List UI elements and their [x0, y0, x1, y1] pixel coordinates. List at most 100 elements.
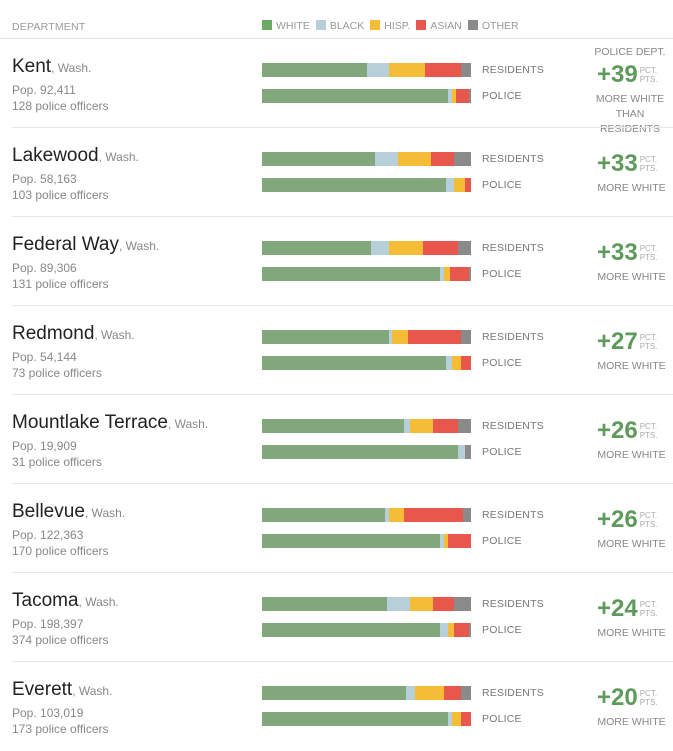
residents-bar: [262, 330, 471, 344]
residents-segment-other: [462, 508, 471, 522]
population: Pop. 19,909: [12, 439, 77, 453]
white-gap-value: +33: [597, 239, 638, 266]
city-line: Bellevue, Wash.: [12, 501, 125, 523]
white-gap-unit: PCT. PTS.: [640, 511, 658, 529]
police-segment-asian: [460, 356, 471, 370]
police-segment-black: [439, 267, 444, 281]
residents-label: RESIDENTS: [482, 509, 544, 521]
department-row: Kent, Wash. Pop. 92,411 128 police officer…: [0, 39, 673, 135]
white-gap-value: +20: [597, 684, 638, 711]
white-gap: +20 PCT. PTS.: [597, 684, 658, 712]
white-gap-caption: MORE WHITE: [597, 449, 666, 461]
police-segment-white: [262, 623, 440, 637]
department-row: Mountlake Terrace, Wash. Pop. 19,909 31 po…: [0, 395, 673, 484]
legend-swatch-other: [467, 20, 478, 30]
police-segment-hisp: [454, 178, 465, 192]
residents-bar: [262, 63, 471, 77]
residents-bar: [262, 241, 471, 255]
legend-label-asian: ASIAN: [430, 20, 462, 32]
unit-line-2: PTS.: [639, 609, 658, 618]
police-bar: [262, 89, 471, 103]
police-segment-white: [262, 712, 448, 726]
residents-label: RESIDENTS: [482, 420, 544, 432]
unit-line-1: PCT.: [639, 600, 658, 609]
row-divider: [12, 216, 673, 217]
population: Pop. 89,306: [12, 261, 77, 275]
white-gap-caption: MORE WHITE: [597, 538, 666, 550]
police-label: POLICE: [482, 357, 522, 369]
legend-item-other: OTHER: [467, 20, 519, 32]
police-bar: [262, 534, 471, 548]
police-segment-black: [445, 178, 455, 192]
unit-line-2: PTS.: [639, 342, 658, 351]
city-line: Federal Way, Wash.: [12, 234, 159, 256]
white-gap-caption: MORE WHITE: [597, 182, 666, 194]
residents-bar: [262, 508, 471, 522]
residents-segment-asian: [408, 330, 461, 344]
unit-line-1: PCT.: [639, 422, 658, 431]
residents-segment-asian: [425, 63, 461, 77]
white-gap-caption: MORE WHITE: [597, 271, 666, 283]
officer-count: 31 police officers: [12, 455, 102, 469]
officer-count: 131 police officers: [12, 277, 109, 291]
legend-label-hisp: HISP.: [384, 20, 411, 32]
legend-swatch-white: [262, 20, 272, 30]
legend-swatch-asian: [416, 20, 427, 30]
row-divider: [12, 483, 673, 484]
residents-label: RESIDENTS: [482, 598, 544, 610]
department-row: Lakewood, Wash. Pop. 58,163 103 police off…: [0, 128, 673, 217]
residents-segment-hisp: [389, 241, 423, 255]
residents-segment-hisp: [391, 330, 409, 344]
department-row: Everett, Wash. Pop. 103,019 173 police off…: [0, 662, 673, 751]
unit-line-2: PTS.: [639, 698, 658, 707]
residents-segment-black: [406, 686, 415, 700]
department-row: Tacoma, Wash. Pop. 198,397 374 police offi…: [0, 573, 673, 662]
police-segment-white: [262, 178, 446, 192]
police-segment-white: [262, 89, 448, 103]
state-name: , Wash.: [72, 684, 113, 698]
legend-item-white: WHITE: [262, 20, 310, 32]
unit-line-2: PTS.: [639, 253, 658, 262]
city-name: Tacoma: [12, 590, 79, 611]
unit-line-1: PCT.: [639, 333, 658, 342]
legend-swatch-hisp: [370, 20, 381, 30]
police-segment-hisp: [443, 534, 448, 548]
city-name: Federal Way: [12, 234, 119, 255]
police-segment-hisp: [443, 267, 451, 281]
white-gap-value: +26: [597, 506, 638, 533]
police-bar: [262, 267, 471, 281]
police-segment-hisp: [452, 89, 457, 103]
residents-segment-hisp: [389, 63, 425, 77]
officer-count: 103 police officers: [12, 188, 109, 202]
residents-segment-asian: [433, 597, 455, 611]
police-segment-other: [464, 445, 471, 459]
residents-segment-other: [454, 152, 471, 166]
residents-segment-hisp: [389, 508, 405, 522]
residents-segment-hisp: [414, 686, 444, 700]
state-name: , Wash.: [51, 61, 92, 75]
residents-segment-black: [370, 241, 390, 255]
residents-bar: [262, 686, 471, 700]
residents-segment-asian: [443, 686, 461, 700]
residents-segment-white: [262, 152, 375, 166]
police-label: POLICE: [482, 179, 522, 191]
department-row: Federal Way, Wash. Pop. 89,306 131 police …: [0, 217, 673, 306]
white-gap-caption: MORE WHITE: [597, 716, 666, 728]
unit-line-1: PCT.: [639, 244, 658, 253]
city-name: Everett: [12, 679, 73, 700]
police-label: POLICE: [482, 713, 522, 725]
police-segment-black: [439, 534, 444, 548]
row-divider: [12, 127, 673, 128]
legend: WHITE BLACK HISP. ASIAN OTHER: [262, 20, 525, 32]
residents-bar: [262, 419, 471, 433]
city-name: Bellevue: [12, 501, 85, 522]
residents-segment-white: [262, 419, 405, 433]
department-row: Bellevue, Wash. Pop. 122,363 170 police of…: [0, 484, 673, 573]
police-segment-hisp: [452, 356, 461, 370]
residents-label: RESIDENTS: [482, 331, 544, 343]
residents-segment-hisp: [410, 419, 434, 433]
police-segment-hisp: [448, 623, 455, 637]
police-bar: [262, 178, 471, 192]
department-column-label: DEPARTMENT: [12, 21, 86, 33]
city-name: Mountlake Terrace: [12, 412, 168, 433]
